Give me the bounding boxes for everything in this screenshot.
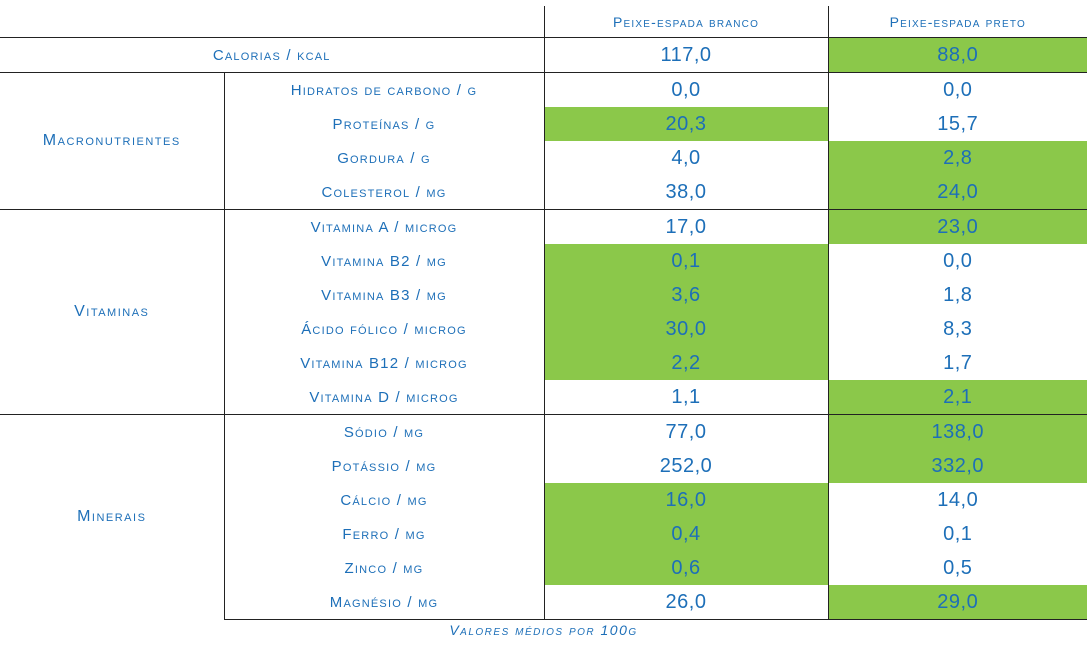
value-branco: 30,0 <box>543 312 828 346</box>
nutrient-label: Cálcio / mg <box>223 483 544 517</box>
value-preto: 1,8 <box>827 278 1087 312</box>
value-preto: 0,0 <box>827 244 1087 278</box>
nutrient-label: Zinco / mg <box>223 551 544 585</box>
nutrient-label: Colesterol / mg <box>223 175 544 210</box>
nutrient-label: Vitamina A / microg <box>223 209 544 244</box>
table-row: Zinco / mg 0,6 0,5 <box>0 551 1087 585</box>
value-branco: 38,0 <box>543 175 828 210</box>
calories-value-preto: 88,0 <box>827 37 1087 73</box>
value-preto: 8,3 <box>827 312 1087 346</box>
nutrient-label: Potássio / mg <box>223 449 544 483</box>
table-row: Gordura / g 4,0 2,8 <box>0 141 1087 175</box>
table-row: Magnésio / mg 26,0 29,0 <box>0 585 1087 620</box>
value-preto: 14,0 <box>827 483 1087 517</box>
nutrient-label: Ácido fólico / microg <box>223 312 544 346</box>
value-branco: 77,0 <box>543 414 828 449</box>
value-branco: 16,0 <box>543 483 828 517</box>
value-preto: 2,8 <box>827 141 1087 175</box>
value-branco: 0,6 <box>543 551 828 585</box>
table-row: Cálcio / mg 16,0 14,0 <box>0 483 1087 517</box>
footnote: Valores médios por 100g <box>449 622 638 638</box>
value-branco: 2,2 <box>543 346 828 380</box>
nutrient-label: Ferro / mg <box>223 517 544 551</box>
nutrient-label: Vitamina B2 / mg <box>223 244 544 278</box>
nutrient-label: Gordura / g <box>223 141 544 175</box>
table-row: Vitamina B2 / mg 0,1 0,0 <box>0 244 1087 278</box>
table-row: Proteínas / g 20,3 15,7 <box>0 107 1087 141</box>
value-preto: 0,0 <box>827 72 1087 107</box>
column-header-preto: Peixe-espada preto <box>827 6 1087 38</box>
value-preto: 23,0 <box>827 209 1087 244</box>
nutrient-label: Vitamina B12 / microg <box>223 346 544 380</box>
value-branco: 0,4 <box>543 517 828 551</box>
nutrient-label: Vitamina D / microg <box>223 380 544 415</box>
value-branco: 252,0 <box>543 449 828 483</box>
table-row: Colesterol / mg 38,0 24,0 <box>0 175 1087 210</box>
table-row: Potássio / mg 252,0 332,0 <box>0 449 1087 483</box>
table-row: Minerais Sódio / mg 77,0 138,0 <box>0 414 1087 620</box>
nutrient-label: Vitamina B3 / mg <box>223 278 544 312</box>
value-preto: 2,1 <box>827 380 1087 415</box>
header-blank-cell <box>0 6 544 38</box>
table-row: Ácido fólico / microg 30,0 8,3 <box>0 312 1087 346</box>
nutrient-label: Hidratos de carbono / g <box>223 72 544 107</box>
value-branco: 3,6 <box>543 278 828 312</box>
table-row: Vitamina B3 / mg 3,6 1,8 <box>0 278 1087 312</box>
group-label-minerais: Minerais <box>0 414 224 620</box>
group-label-macronutrientes: Macronutrientes <box>0 72 224 210</box>
value-branco: 20,3 <box>543 107 828 141</box>
value-preto: 15,7 <box>827 107 1087 141</box>
nutrient-label: Proteínas / g <box>223 107 544 141</box>
nutrient-label: Sódio / mg <box>223 414 544 449</box>
table-row: Ferro / mg 0,4 0,1 <box>0 517 1087 551</box>
table-row: Vitamina B12 / microg 2,2 1,7 <box>0 346 1087 380</box>
value-preto: 332,0 <box>827 449 1087 483</box>
group-label-vitaminas: Vitaminas <box>0 209 224 415</box>
table-row: Vitamina D / microg 1,1 2,1 <box>0 380 1087 415</box>
value-branco: 26,0 <box>543 585 828 620</box>
nutrient-label: Magnésio / mg <box>223 585 544 620</box>
column-header-branco: Peixe-espada branco <box>543 6 828 38</box>
value-branco: 0,0 <box>543 72 828 107</box>
value-branco: 4,0 <box>543 141 828 175</box>
value-preto: 138,0 <box>827 414 1087 449</box>
value-preto: 0,5 <box>827 551 1087 585</box>
value-preto: 24,0 <box>827 175 1087 210</box>
value-preto: 1,7 <box>827 346 1087 380</box>
value-branco: 0,1 <box>543 244 828 278</box>
calories-row: Calorias / kcal 117,0 88,0 <box>0 37 1087 73</box>
value-branco: 17,0 <box>543 209 828 244</box>
nutrition-table: Peixe-espada branco Peixe-espada preto C… <box>0 6 1087 620</box>
value-branco: 1,1 <box>543 380 828 415</box>
table-row: Vitaminas Vitamina A / microg 17,0 23,0 <box>0 209 1087 415</box>
calories-value-branco: 117,0 <box>543 37 828 73</box>
value-preto: 29,0 <box>827 585 1087 620</box>
header-row: Peixe-espada branco Peixe-espada preto <box>0 6 1087 38</box>
value-preto: 0,1 <box>827 517 1087 551</box>
calories-label: Calorias / kcal <box>212 46 331 64</box>
table-row: Macronutrientes Hidratos de carbono / g … <box>0 72 1087 210</box>
